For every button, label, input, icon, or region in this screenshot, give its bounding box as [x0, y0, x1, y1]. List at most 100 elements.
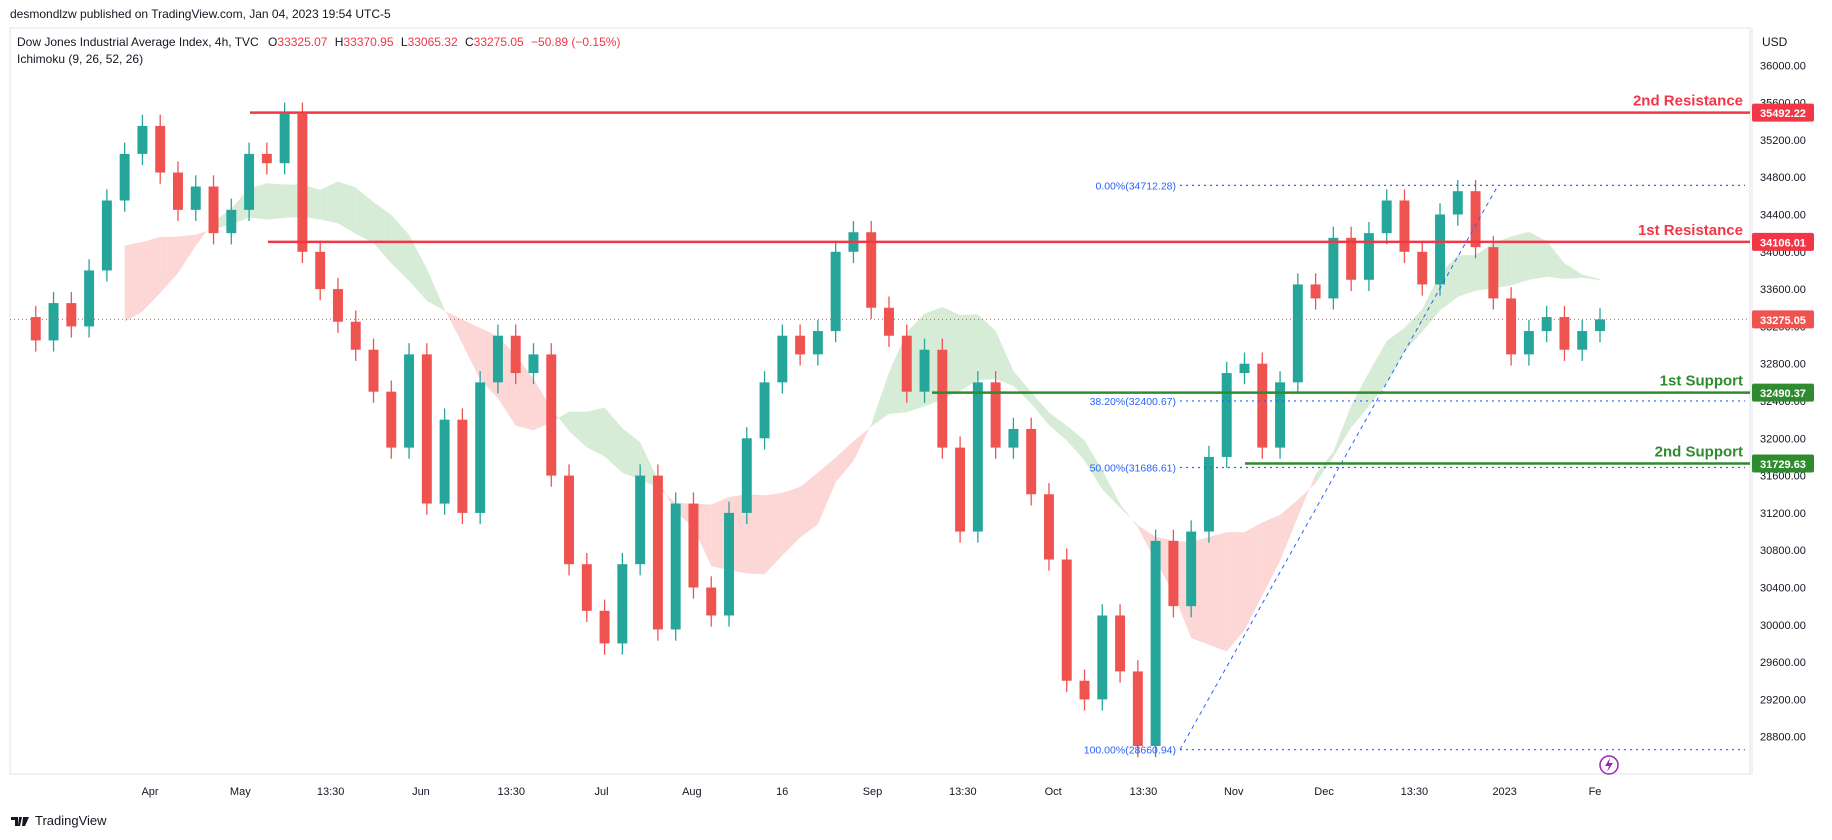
- last-price-tag: [1752, 310, 1814, 329]
- tradingview-logo-icon: [11, 816, 29, 826]
- ichimoku-cloud-segment: [1048, 412, 1067, 441]
- tradingview-footer[interactable]: TradingView: [10, 813, 107, 828]
- x-tick-label: 13:30: [1401, 786, 1429, 798]
- y-tick-label: 33600.00: [1760, 284, 1806, 296]
- fib-level-label: 38.20%(32400.67): [1090, 396, 1176, 408]
- ichimoku-cloud-segment: [1226, 532, 1245, 652]
- ichimoku-cloud-segment: [1564, 263, 1583, 279]
- y-tick-label: 34400.00: [1760, 210, 1806, 222]
- candle-body: [279, 113, 290, 164]
- candle-body: [315, 251, 326, 290]
- ichimoku-cloud-segment: [515, 355, 534, 431]
- ichimoku-cloud-segment: [1262, 514, 1281, 596]
- x-tick-label: May: [230, 786, 251, 798]
- candle-body: [1026, 428, 1037, 495]
- ichimoku-cloud-segment: [1297, 474, 1316, 517]
- x-tick-label: Dec: [1314, 786, 1334, 798]
- x-tick-label: Nov: [1224, 786, 1244, 798]
- candle-body: [1168, 540, 1179, 607]
- candle-body: [261, 153, 272, 164]
- candle-body: [706, 587, 717, 616]
- candle-body: [439, 419, 450, 504]
- currency-label: USD: [1762, 35, 1788, 49]
- ichimoku-cloud-segment: [160, 236, 178, 293]
- level-name-label: 1st Resistance: [1638, 222, 1743, 239]
- candle-body: [368, 349, 379, 392]
- level-price-label: 34106.01: [1760, 237, 1806, 249]
- publisher-line: desmondlzw published on TradingView.com,…: [10, 7, 391, 21]
- candle-body: [652, 475, 663, 630]
- fib-level-label: 100.00%(28660.94): [1084, 745, 1176, 757]
- candle-body: [101, 200, 112, 271]
- x-tick-label: 16: [776, 786, 788, 798]
- candle-body: [581, 564, 592, 611]
- ichimoku-cloud-segment: [1084, 440, 1103, 490]
- level-name-label: 2nd Support: [1655, 444, 1743, 461]
- ichimoku-cloud-segment: [1511, 231, 1529, 286]
- y-tick-label: 31200.00: [1760, 508, 1806, 520]
- y-tick-label: 30400.00: [1760, 583, 1806, 595]
- low-value: 33065.32: [407, 35, 458, 49]
- ichimoku-cloud-segment: [1120, 503, 1138, 528]
- lightning-glyph: [1605, 758, 1613, 772]
- y-tick-label: 36000.00: [1760, 60, 1806, 72]
- candle-body: [1470, 191, 1481, 248]
- candle-body: [1132, 671, 1143, 747]
- open-value: 33325.07: [277, 35, 328, 49]
- x-tick-label: 13:30: [949, 786, 977, 798]
- candle-body: [741, 438, 752, 513]
- ichimoku-cloud-segment: [569, 411, 587, 448]
- candle-body: [386, 391, 397, 448]
- ichimoku-cloud-segment: [1351, 372, 1369, 428]
- x-tick-label: Sep: [863, 786, 883, 798]
- ichimoku-cloud-segment: [1208, 532, 1227, 652]
- candle-body: [208, 186, 219, 234]
- candle-body: [1328, 237, 1339, 299]
- candle-body: [1043, 494, 1054, 560]
- candle-body: [1186, 531, 1197, 607]
- ichimoku-cloud-segment: [1457, 255, 1476, 297]
- candle-body: [84, 270, 95, 327]
- x-tick-label: 13:30: [317, 786, 345, 798]
- indicator-legend[interactable]: Ichimoku (9, 26, 52, 26): [17, 52, 144, 66]
- candle-body: [457, 419, 468, 513]
- candle-body: [1381, 200, 1392, 234]
- candle-body: [190, 186, 201, 210]
- candle-body: [48, 303, 59, 341]
- ichimoku-cloud-segment: [373, 202, 392, 264]
- ichimoku-cloud-segment: [586, 407, 605, 457]
- candle-body: [901, 335, 912, 392]
- x-tick-label: 13:30: [497, 786, 525, 798]
- candle-body: [688, 503, 699, 588]
- ichimoku-cloud-segment: [142, 236, 161, 312]
- ichimoku-cloud-segment: [1368, 341, 1387, 407]
- candle-body: [1310, 284, 1321, 299]
- ichimoku-cloud-segment: [960, 314, 978, 392]
- candle-body: [1150, 540, 1161, 747]
- ichimoku-cloud-segment: [1244, 522, 1263, 631]
- ichimoku-cloud-segment: [764, 492, 783, 575]
- level-name-label: 1st Support: [1660, 373, 1743, 390]
- y-tick-label: 35200.00: [1760, 135, 1806, 147]
- candle-body: [119, 153, 130, 201]
- candle-body: [795, 335, 806, 355]
- ichimoku-cloud-segment: [1546, 241, 1565, 279]
- x-tick-label: Fe: [1589, 786, 1602, 798]
- close-label: C: [464, 35, 474, 49]
- level-price-tag: [1752, 232, 1814, 251]
- candle-body: [1595, 319, 1605, 332]
- ichimoku-cloud-segment: [817, 457, 836, 525]
- ichimoku-cloud-segment: [355, 187, 374, 243]
- candle-body: [670, 503, 681, 630]
- level-name-label: 2nd Resistance: [1633, 93, 1743, 110]
- fib-level-label: 0.00%(34712.28): [1095, 180, 1176, 192]
- candle-body: [404, 354, 415, 448]
- low-label: L: [400, 35, 408, 49]
- x-tick-label: Jun: [412, 786, 430, 798]
- candle-body: [1346, 237, 1357, 280]
- candle-body: [332, 289, 343, 322]
- ichimoku-cloud-segment: [124, 242, 143, 322]
- candle-body: [1221, 373, 1232, 457]
